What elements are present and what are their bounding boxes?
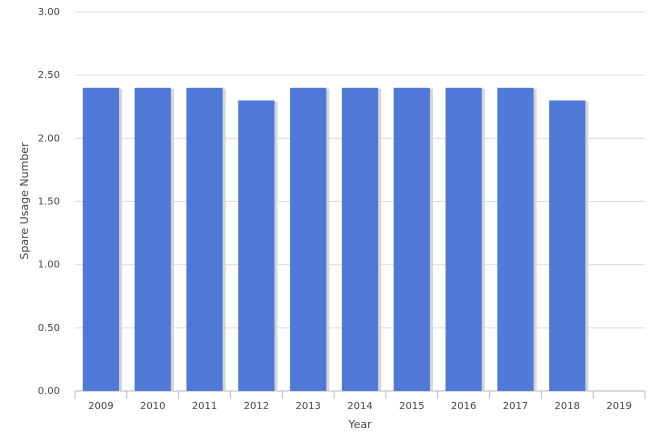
- y-tick-label: 2.50: [38, 70, 60, 81]
- y-tick-label: 2.00: [38, 133, 60, 144]
- x-tick-label: 2017: [503, 401, 528, 412]
- y-tick-label: 0.50: [38, 323, 60, 334]
- x-axis-title: Year: [347, 418, 372, 431]
- bar: [238, 100, 275, 391]
- x-tick-label: 2012: [244, 401, 269, 412]
- x-tick-label: 2009: [88, 401, 113, 412]
- bar: [290, 87, 327, 392]
- bar: [186, 87, 223, 392]
- x-tick-label: 2018: [555, 401, 580, 412]
- x-tick-label: 2014: [347, 401, 372, 412]
- x-tick-label: 2010: [140, 401, 165, 412]
- bar: [497, 87, 534, 392]
- y-tick-label: 0.00: [38, 386, 60, 397]
- bar: [393, 87, 430, 392]
- bar: [549, 100, 586, 391]
- y-axis-title: Spare Usage Number: [18, 142, 31, 260]
- x-tick-label: 2015: [399, 401, 424, 412]
- x-tick-label: 2013: [295, 401, 320, 412]
- bar: [445, 87, 482, 392]
- bar: [134, 87, 171, 392]
- y-tick-label: 1.00: [38, 260, 60, 271]
- x-tick-label: 2011: [192, 401, 217, 412]
- y-tick-label: 1.50: [38, 197, 60, 208]
- x-tick-label: 2019: [606, 401, 631, 412]
- bar: [82, 87, 120, 392]
- x-tick-label: 2016: [451, 401, 476, 412]
- bar: [341, 87, 379, 392]
- y-tick-label: 3.00: [38, 7, 60, 18]
